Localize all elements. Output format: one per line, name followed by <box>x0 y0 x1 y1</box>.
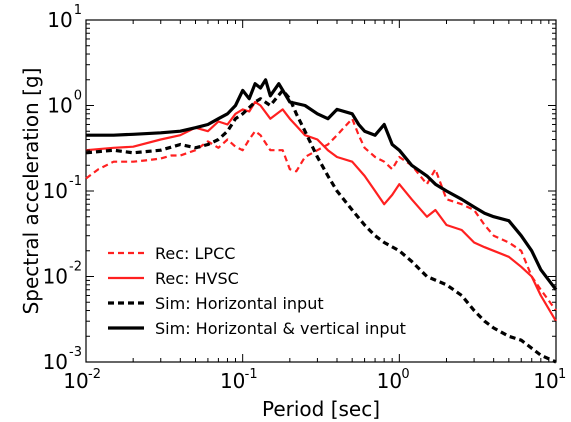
x-tick-exponent: -2 <box>88 367 101 382</box>
series-line-2 <box>85 100 557 322</box>
x-tick-labels: 10 -2 10 -1 10 0 10 1 <box>63 367 566 393</box>
plot-area <box>85 19 558 364</box>
legend-label: Rec: HVSC <box>155 269 239 288</box>
y-axis-label: Spectral acceleration [g] <box>19 68 43 315</box>
plot-frame <box>85 19 557 363</box>
y-tick-exponent: -1 <box>69 174 82 189</box>
y-tick-exponent: -2 <box>69 260 82 275</box>
legend-label: Sim: Horizontal input <box>155 294 324 313</box>
x-tick-label: 10 <box>533 369 558 393</box>
y-tick-exponent: 1 <box>74 3 82 18</box>
series-line-3 <box>85 88 557 364</box>
x-tick-label: 10 <box>377 369 402 393</box>
x-tick-exponent: -1 <box>245 367 258 382</box>
y-tick-label: 10 <box>47 94 72 118</box>
x-tick-label: 10 <box>63 369 88 393</box>
x-axis-label: Period [sec] <box>262 397 380 421</box>
legend-label: Rec: LPCC <box>155 244 235 263</box>
y-tick-exponent: -3 <box>69 345 82 360</box>
y-tick-label: 10 <box>43 179 68 203</box>
y-tick-label: 10 <box>43 350 68 374</box>
legend: Rec: LPCC Rec: HVSC Sim: Horizontal input S… <box>108 244 406 338</box>
x-tick-exponent: 1 <box>558 367 566 382</box>
y-tick-label: 10 <box>43 265 68 289</box>
y-tick-marks <box>86 23 556 363</box>
y-tick-label: 10 <box>47 8 72 32</box>
x-tick-exponent: 0 <box>401 367 409 382</box>
series-layer <box>85 78 558 364</box>
x-tick-label: 10 <box>220 369 245 393</box>
legend-label: Sim: Horizontal & vertical input <box>155 319 406 338</box>
y-tick-exponent: 0 <box>74 89 82 104</box>
series-line-4 <box>86 78 558 291</box>
x-tick-marks <box>85 20 550 362</box>
series-line-1 <box>85 117 557 312</box>
